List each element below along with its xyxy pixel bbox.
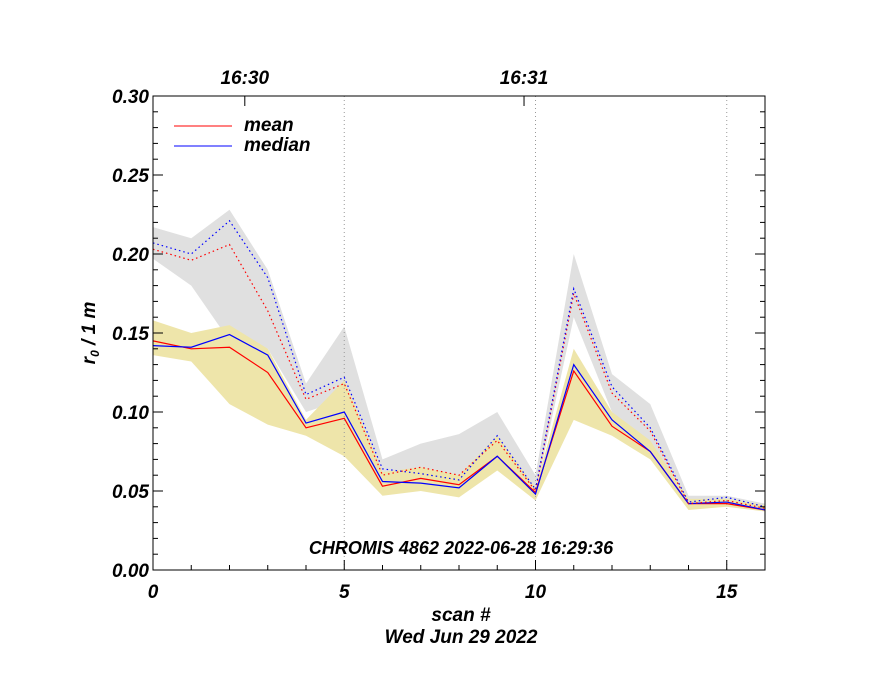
uncertainty-bands [153, 209, 765, 512]
x-axis-label: scan # [431, 605, 491, 626]
y-tick-label-2: 0.10 [112, 403, 149, 424]
band-0 [153, 209, 765, 510]
series-line-1 [152, 333, 766, 511]
y-axis-label: r0 / 1 m [79, 302, 102, 365]
y-axis-label-symbol: r [79, 355, 100, 364]
legend: mean median [174, 115, 311, 156]
y-axis-label-suffix: / 1 m [79, 302, 100, 351]
y-tick-label-0: 0.00 [112, 561, 149, 582]
vertical-gridlines [343, 96, 728, 570]
legend-label-median: median [244, 135, 311, 156]
top-tick-label-1: 16:31 [500, 68, 549, 89]
tick-labels: 0 5 10 15 0.00 0.05 0.10 0.15 0.20 0.25 0.30 16:30 1… [112, 68, 738, 603]
chart-annotation: CHROMIS 4862 2022-06-28 16:29:36 [309, 538, 614, 558]
series-line-3 [152, 219, 766, 508]
axis-ticks [152, 95, 766, 571]
series-lines [152, 219, 766, 511]
x-tick-label-1: 5 [339, 582, 350, 603]
y-tick-label-6: 0.30 [112, 87, 149, 108]
x-tick-label-0: 0 [148, 582, 159, 603]
y-tick-label-5: 0.25 [112, 166, 149, 187]
legend-label-mean: mean [244, 115, 294, 136]
y-tick-label-3: 0.15 [112, 324, 149, 345]
y-tick-label-1: 0.05 [112, 482, 149, 503]
x-axis-date-label: Wed Jun 29 2022 [385, 627, 538, 648]
x-tick-label-3: 15 [716, 582, 738, 603]
x-tick-label-2: 10 [525, 582, 547, 603]
y-axis-label-subscript: 0 [88, 350, 102, 357]
top-tick-label-0: 16:30 [220, 68, 269, 89]
series-line-2 [152, 243, 766, 509]
y-tick-label-4: 0.20 [112, 245, 149, 266]
